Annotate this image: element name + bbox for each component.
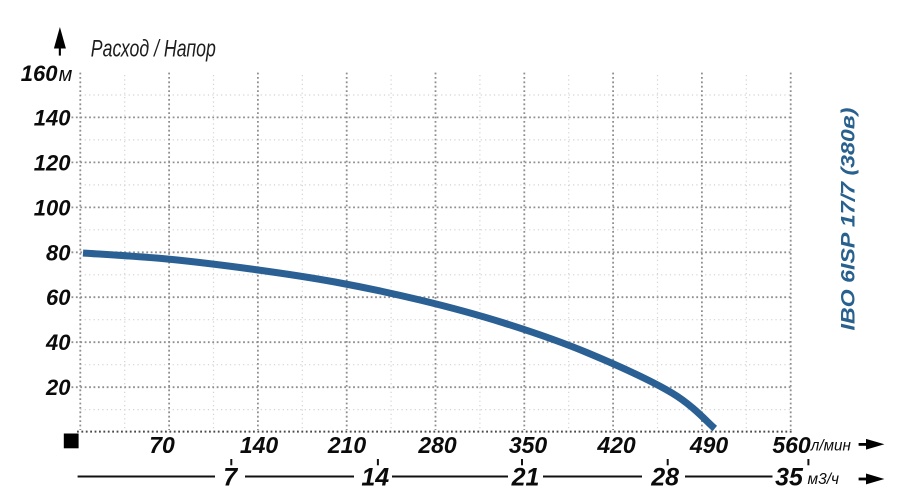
- svg-text:210: 210: [327, 432, 367, 458]
- svg-text:7: 7: [223, 464, 238, 492]
- svg-text:л/мин: л/мин: [810, 438, 851, 455]
- svg-text:70: 70: [149, 432, 175, 458]
- svg-text:100: 100: [34, 195, 71, 220]
- svg-text:140: 140: [34, 105, 71, 130]
- svg-text:20: 20: [45, 375, 71, 400]
- svg-text:60: 60: [46, 285, 71, 310]
- svg-text:560: 560: [772, 432, 811, 458]
- svg-text:490: 490: [689, 432, 729, 458]
- svg-text:80: 80: [46, 240, 71, 265]
- svg-text:35: 35: [775, 464, 804, 492]
- svg-text:140: 140: [240, 432, 279, 458]
- svg-text:280: 280: [417, 432, 457, 458]
- svg-text:40: 40: [45, 330, 71, 355]
- svg-text:м3/ч: м3/ч: [808, 471, 840, 488]
- svg-text:14: 14: [361, 464, 389, 492]
- svg-text:420: 420: [596, 432, 636, 458]
- svg-text:28: 28: [650, 464, 679, 492]
- svg-text:21: 21: [511, 464, 540, 492]
- svg-text:120: 120: [34, 150, 71, 175]
- svg-text:IBO 6ISP 17/7 (380в): IBO 6ISP 17/7 (380в): [839, 108, 860, 331]
- svg-text:160: 160: [21, 61, 58, 86]
- svg-text:м: м: [59, 64, 73, 86]
- svg-text:350: 350: [509, 432, 548, 458]
- svg-text:Расход / Напор: Расход / Напор: [91, 36, 216, 63]
